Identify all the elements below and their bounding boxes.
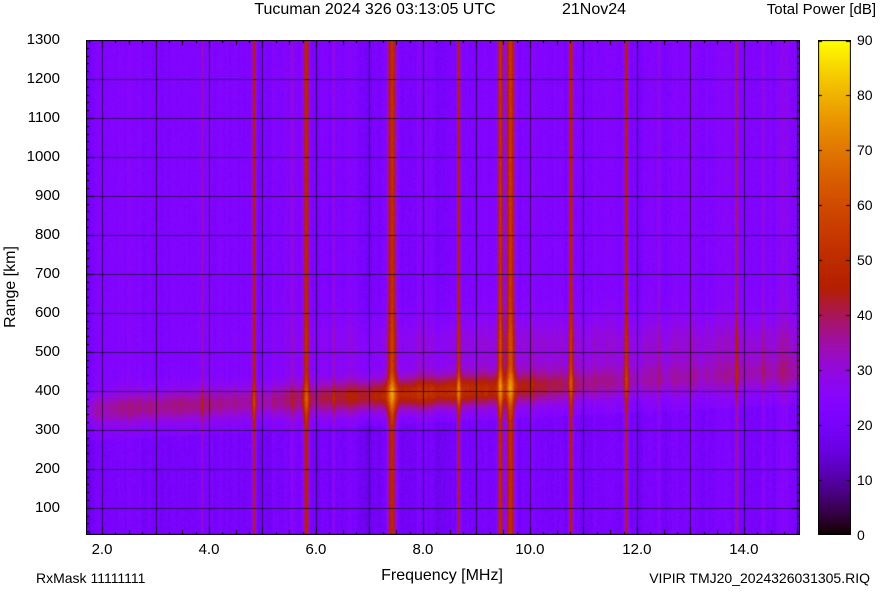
colorbar-tick-label: 90 bbox=[857, 32, 873, 48]
colorbar-tick-label: 30 bbox=[857, 362, 873, 378]
y-tick-label: 600 bbox=[34, 303, 60, 321]
y-tick-label: 1000 bbox=[26, 147, 60, 165]
x-tick-label: 6.0 bbox=[305, 541, 327, 558]
colorbar-canvas bbox=[818, 40, 851, 535]
colorbar-tick-label: 0 bbox=[857, 527, 865, 543]
y-tick-label: 700 bbox=[34, 264, 60, 282]
x-axis-label: Frequency [MHz] bbox=[381, 567, 503, 584]
colorbar-tick-label: 70 bbox=[857, 142, 873, 158]
colorbar-tick-label: 10 bbox=[857, 472, 873, 488]
x-tick-label: 14.0 bbox=[729, 541, 759, 558]
y-tick-label: 1200 bbox=[26, 69, 60, 87]
x-tick-label: 10.0 bbox=[515, 541, 545, 558]
y-tick-label: 200 bbox=[34, 459, 60, 477]
y-tick-label: 1300 bbox=[26, 31, 60, 48]
colorbar-tick-label: 50 bbox=[857, 252, 873, 268]
y-tick-label: 500 bbox=[34, 342, 60, 360]
filename-label: VIPIR TMJ20_2024326031305.RIQ bbox=[649, 570, 870, 586]
y-tick-label: 300 bbox=[34, 420, 60, 438]
y-tick-label: 900 bbox=[34, 186, 60, 204]
colorbar-title: Total Power [dB] bbox=[766, 1, 876, 18]
x-tick-label: 8.0 bbox=[412, 541, 434, 558]
plot-date-label: 21Nov24 bbox=[561, 1, 627, 18]
x-tick-label: 4.0 bbox=[198, 541, 220, 558]
colorbar-tick-label: 60 bbox=[857, 197, 873, 213]
y-tick-label: 100 bbox=[34, 498, 60, 516]
x-tick-label: 2.0 bbox=[91, 541, 113, 558]
colorbar-tick-label: 20 bbox=[857, 417, 873, 433]
rxmask-label: RxMask 11111111 bbox=[36, 570, 146, 586]
colorbar-tick-label: 80 bbox=[857, 87, 873, 103]
x-tick-label: 12.0 bbox=[622, 541, 652, 558]
plot-title: Tucuman 2024 326 03:13:05 UTC bbox=[254, 1, 496, 18]
y-tick-label: 1100 bbox=[27, 108, 60, 126]
heatmap-canvas bbox=[86, 40, 800, 535]
y-tick-label: 800 bbox=[34, 225, 60, 243]
y-tick-label: 400 bbox=[34, 381, 60, 399]
colorbar-tick-label: 40 bbox=[857, 307, 873, 323]
